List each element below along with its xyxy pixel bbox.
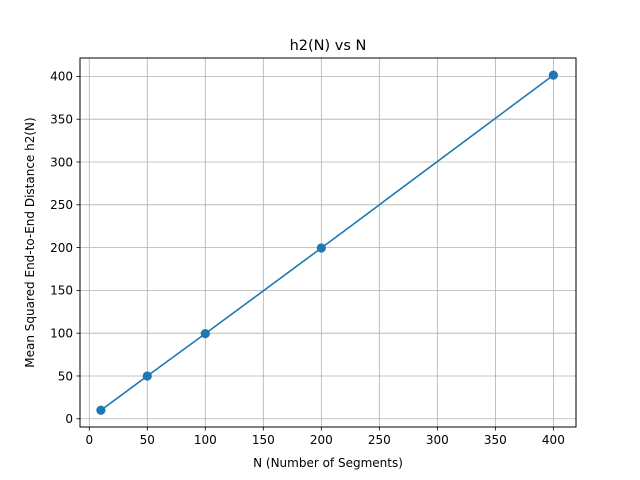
series-line [100, 74, 554, 411]
x-tick-label: 150 [252, 433, 275, 447]
data-point [96, 405, 106, 415]
chart-title: h2(N) vs N [290, 38, 367, 54]
y-tick-label: 50 [58, 369, 73, 383]
data-point [316, 243, 326, 253]
y-tick-label: 100 [50, 326, 73, 340]
x-tick-label: 50 [140, 433, 155, 447]
y-axis-ticks: 0 50 100 150 200 250 300 350 400 [50, 70, 80, 426]
y-tick-label: 0 [65, 412, 73, 426]
y-tick-label: 400 [50, 70, 73, 84]
data-point [200, 329, 210, 339]
data-point [142, 371, 152, 381]
x-axis-label: N (Number of Segments) [253, 456, 403, 470]
y-tick-label: 300 [50, 155, 73, 169]
x-tick-label: 100 [194, 433, 217, 447]
y-tick-label: 200 [50, 241, 73, 255]
x-axis-ticks: 0 50 100 150 200 250 300 350 400 [85, 427, 565, 447]
y-tick-label: 350 [50, 113, 73, 127]
y-tick-label: 250 [50, 198, 73, 212]
x-tick-label: 0 [85, 433, 93, 447]
y-axis-label: Mean Squared End-to-End Distance h2(N) [23, 117, 37, 367]
x-tick-label: 350 [484, 433, 507, 447]
plot-area-frame [79, 57, 577, 428]
series-layer [96, 70, 558, 415]
x-tick-label: 250 [368, 433, 391, 447]
y-tick-label: 150 [50, 284, 73, 298]
grid-lines [80, 58, 576, 427]
x-tick-label: 400 [542, 433, 565, 447]
x-tick-label: 200 [310, 433, 333, 447]
data-point [548, 70, 558, 80]
x-tick-label: 300 [426, 433, 449, 447]
